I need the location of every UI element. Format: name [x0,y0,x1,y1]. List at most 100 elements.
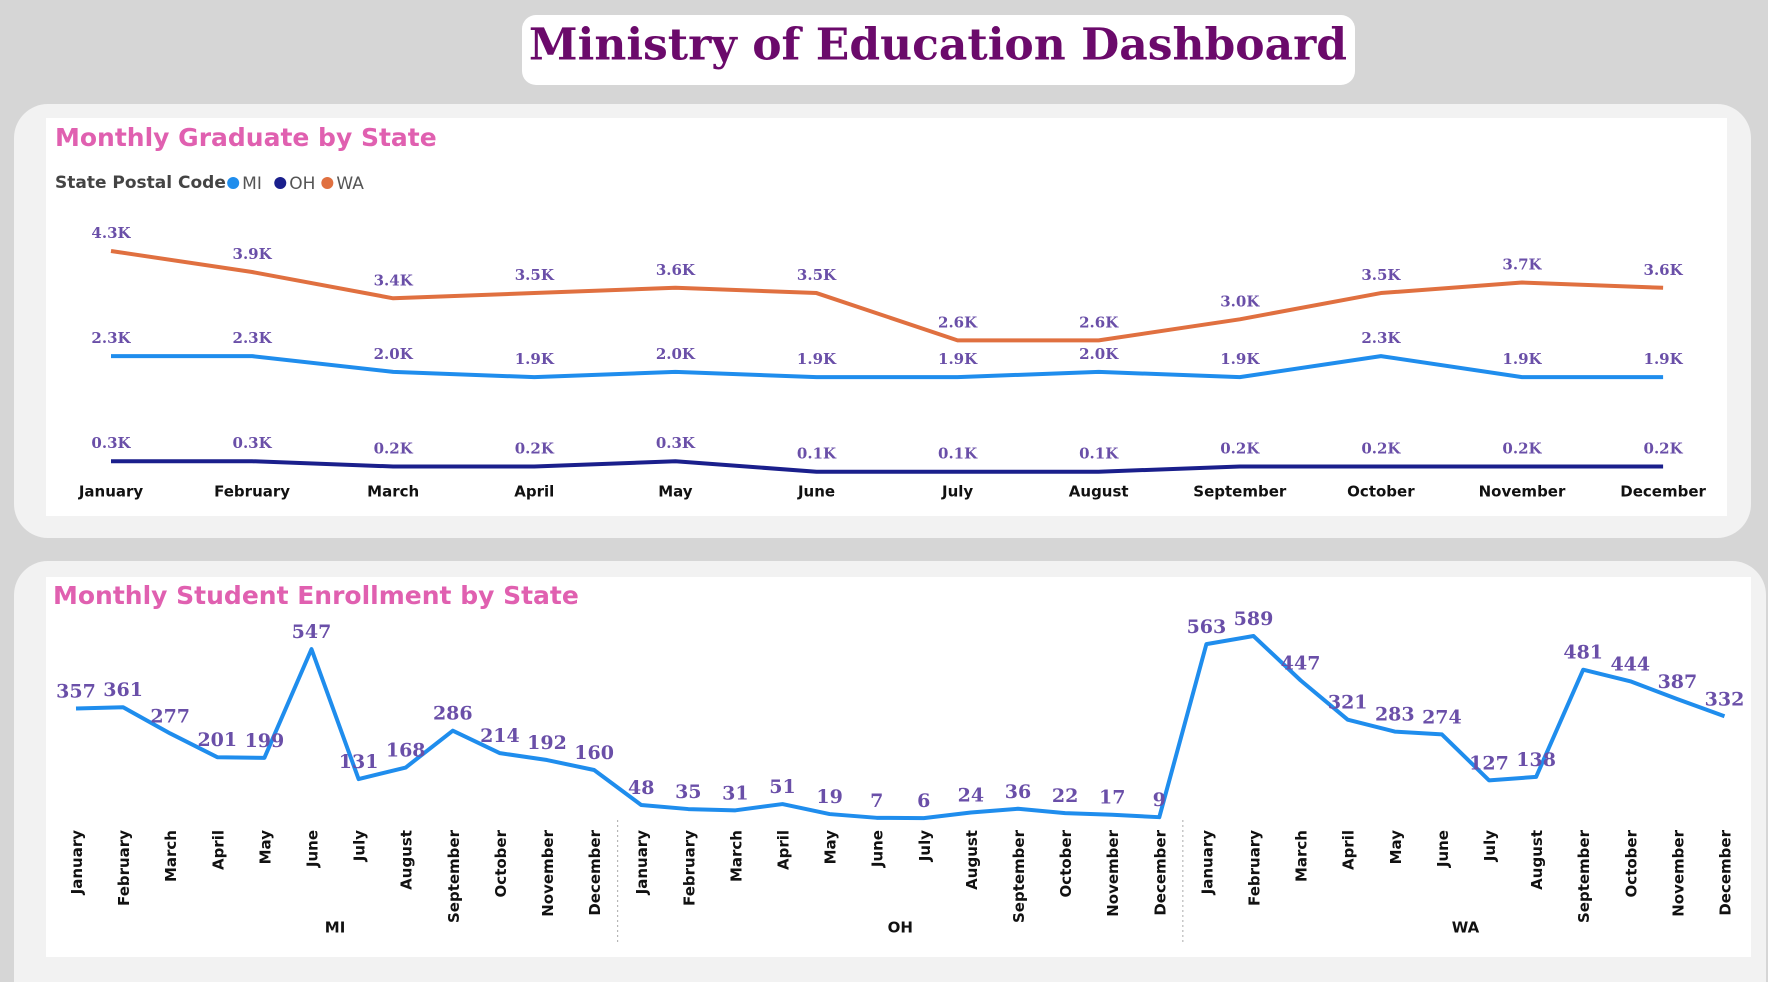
x-tick-label: January [633,830,651,896]
x-tick-label: July [1481,830,1499,862]
x-tick-label: August [963,830,981,890]
chart-title: Monthly Student Enrollment by State [53,581,579,610]
data-label: 2.3K [233,329,273,347]
x-tick-label: November [539,829,557,916]
data-label: 1.9K [1502,350,1542,368]
x-tick-label: March [162,830,180,882]
chart-title: Monthly Graduate by State [55,123,437,152]
data-label: 387 [1658,671,1698,693]
data-label: 2.3K [91,329,131,347]
data-label: 1.9K [797,350,837,368]
data-label: 48 [628,777,654,799]
data-label: 1.9K [1644,350,1684,368]
data-label: 7 [870,790,883,812]
x-tick-label: July [351,830,369,862]
data-label: 4.3K [91,224,131,242]
data-label: 201 [197,729,237,751]
x-tick-label: May [822,830,840,865]
data-label: 22 [1052,785,1078,807]
x-tick-label: September [1193,483,1287,501]
x-tick-label: July [941,483,973,501]
legend-marker [321,177,334,189]
data-label: 3.7K [1502,256,1542,274]
x-tick-label: May [1387,830,1405,865]
data-label: 31 [722,782,748,804]
x-tick-label: December [586,829,604,915]
x-tick-label: December [1620,483,1706,501]
x-tick-label: January [1198,830,1216,896]
data-label: 2.0K [656,345,696,363]
x-tick-label: March [1293,830,1311,882]
data-label: 0.1K [938,445,978,463]
data-label: 0.3K [233,434,273,452]
data-label: 274 [1422,706,1462,728]
x-tick-label: December [1151,829,1169,915]
x-tick-label: November [1669,829,1687,916]
data-label: 563 [1187,616,1227,638]
x-tick-label: January [68,830,86,896]
x-tick-label: July [916,830,934,862]
group-label: OH [888,919,913,937]
x-tick-label: October [1347,483,1415,501]
x-tick-label: October [1622,829,1640,897]
x-tick-label: September [1575,829,1593,923]
data-label: 36 [1005,781,1031,803]
x-tick-label: June [1434,830,1452,868]
data-label: 2.3K [1361,329,1401,347]
x-tick-label: October [1057,829,1075,897]
data-label: 283 [1375,704,1415,726]
data-label: 168 [386,740,426,762]
legend-marker [227,177,240,189]
data-label: 9 [1153,789,1166,811]
group-label: WA [1452,919,1480,937]
x-tick-label: January [78,483,144,501]
x-tick-label: April [775,830,793,870]
data-label: 0.2K [515,439,555,457]
data-label: 0.1K [1079,445,1119,463]
legend-label: MI [242,174,262,194]
line [111,354,1664,380]
data-label: 2.6K [1079,313,1119,331]
line [111,459,1664,474]
x-tick-label: September [1010,829,1028,923]
x-tick-label: June [304,830,322,868]
data-label: 332 [1705,688,1745,710]
x-tick-label: October [492,829,510,897]
data-label: 138 [1516,749,1556,771]
x-tick-label: March [367,483,419,501]
data-label: 547 [292,621,332,643]
data-label: 1.9K [1220,350,1260,368]
x-tick-label: June [797,483,835,501]
data-label: 17 [1099,787,1125,809]
x-tick-label: February [1246,830,1264,906]
data-label: 131 [339,751,379,773]
data-label: 357 [56,680,96,702]
data-label: 2.0K [1079,345,1119,363]
data-label: 0.2K [1361,439,1401,457]
data-label: 160 [574,742,614,764]
x-tick-label: April [514,483,554,501]
x-tick-label: February [214,483,290,501]
legend-label: OH [289,174,315,194]
data-label: 51 [769,776,795,798]
data-label: 35 [675,781,701,803]
data-label: 444 [1610,653,1650,675]
x-tick-label: March [727,830,745,882]
data-label: 3.5K [797,266,837,284]
data-label: 3.6K [1644,261,1684,279]
data-label: 2.0K [374,345,414,363]
legend-label: WA [336,174,364,194]
data-label: 0.2K [1644,439,1684,457]
data-label: 0.2K [1220,439,1260,457]
x-tick-label: May [658,483,693,501]
data-label: 0.2K [374,439,414,457]
x-tick-label: November [1479,483,1566,501]
data-label: 127 [1469,752,1509,774]
x-tick-label: May [256,830,274,865]
panel-inner [46,577,1751,957]
group-label: MI [325,919,346,937]
x-tick-label: February [115,830,133,906]
x-tick-label: August [1069,483,1129,501]
data-label: 3.6K [656,261,696,279]
